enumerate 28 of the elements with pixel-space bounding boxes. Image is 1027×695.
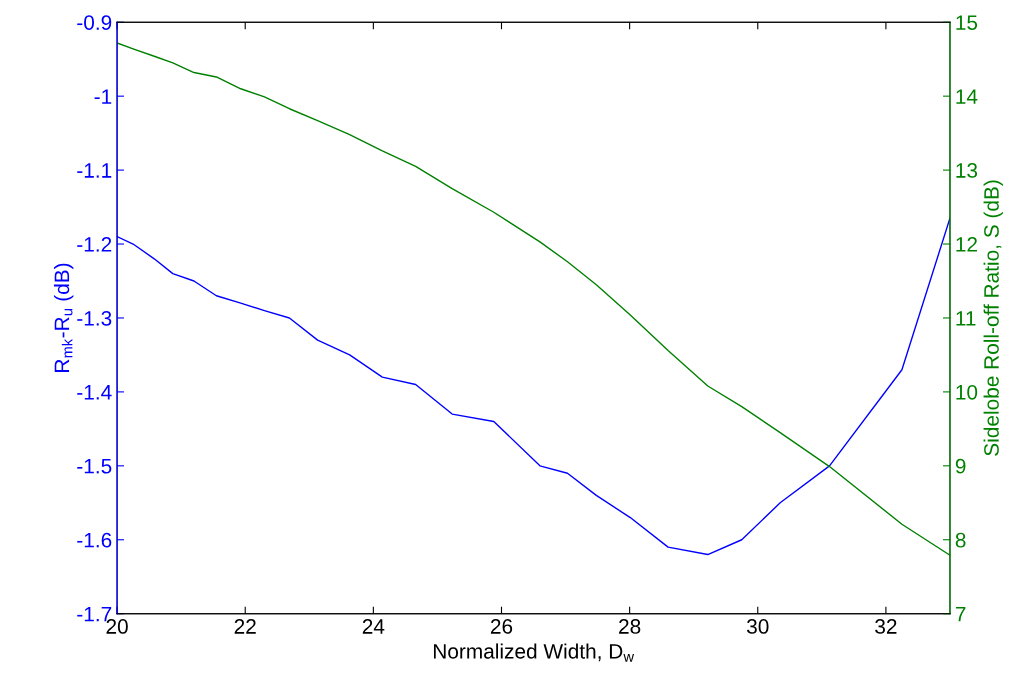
- line-series: [117, 42, 950, 556]
- y-tick-label: -0.9: [77, 15, 112, 30]
- y-tick-label: -1.5: [77, 459, 112, 474]
- y-tick-label: -1.1: [77, 163, 112, 178]
- y-tick-label: -1.2: [77, 237, 112, 252]
- y2-tick-label: 13: [956, 163, 978, 178]
- x-tick-label: 30: [746, 619, 769, 634]
- y2-tick-label: 9: [955, 458, 966, 474]
- y-tick-label: -1.3: [77, 310, 112, 326]
- y-tick-label: -1: [94, 89, 112, 104]
- y-tick-label: -1.6: [77, 532, 112, 548]
- y2-tick-label: 12: [956, 237, 977, 252]
- x-tick-label: 28: [619, 619, 641, 634]
- x-axis-title: Normalized Width, D$_{w}$: [433, 643, 635, 662]
- y2-tick-label: 14: [956, 89, 978, 104]
- x-tick-label: 22: [234, 619, 256, 634]
- x-tick-label: 32: [875, 619, 897, 634]
- y2-tick-label: 15: [956, 15, 978, 30]
- y-axis-title: R$_{mk}$-R$_{u}$ (dB): [53, 263, 74, 372]
- x-tick-label: 24: [362, 619, 385, 634]
- x-tick-label: 26: [490, 619, 513, 634]
- line-series: [117, 217, 950, 556]
- y2-tick-label: 8: [955, 532, 966, 548]
- y2-tick-label: 10: [956, 384, 978, 400]
- y2-tick-label: 7: [955, 606, 966, 622]
- y-tick-label: -1.4: [77, 385, 112, 400]
- y2-tick-label: 11: [956, 311, 976, 326]
- y2-axis-title: Sidelobe Roll-off Ratio, S (dB): [983, 180, 1003, 456]
